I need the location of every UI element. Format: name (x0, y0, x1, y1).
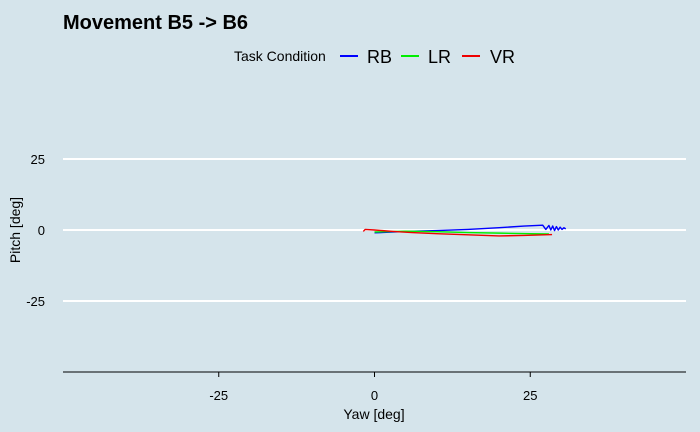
x-tick-label: 0 (371, 388, 378, 403)
legend: Task Condition RB LR VR (234, 47, 515, 67)
y-tick-label: 25 (31, 152, 45, 167)
x-tick-label: -25 (209, 388, 228, 403)
y-tick-label: -25 (26, 294, 45, 309)
axis-ticks: -25 0 25 -25 0 25 (26, 152, 537, 403)
chart-title: Movement B5 -> B6 (63, 12, 248, 34)
x-axis-label: Yaw [deg] (343, 406, 404, 422)
series-line-vr (362, 228, 553, 237)
legend-label-lr: LR (428, 47, 451, 67)
y-tick-label: 0 (38, 223, 45, 238)
legend-title: Task Condition (234, 48, 326, 64)
series-group (362, 224, 567, 237)
series-line-lr (374, 230, 549, 235)
legend-label-rb: RB (367, 47, 392, 67)
y-axis-label: Pitch [deg] (7, 197, 23, 263)
legend-label-vr: VR (490, 47, 515, 67)
x-tick-label: 25 (523, 388, 537, 403)
series-line-rb (374, 224, 567, 234)
